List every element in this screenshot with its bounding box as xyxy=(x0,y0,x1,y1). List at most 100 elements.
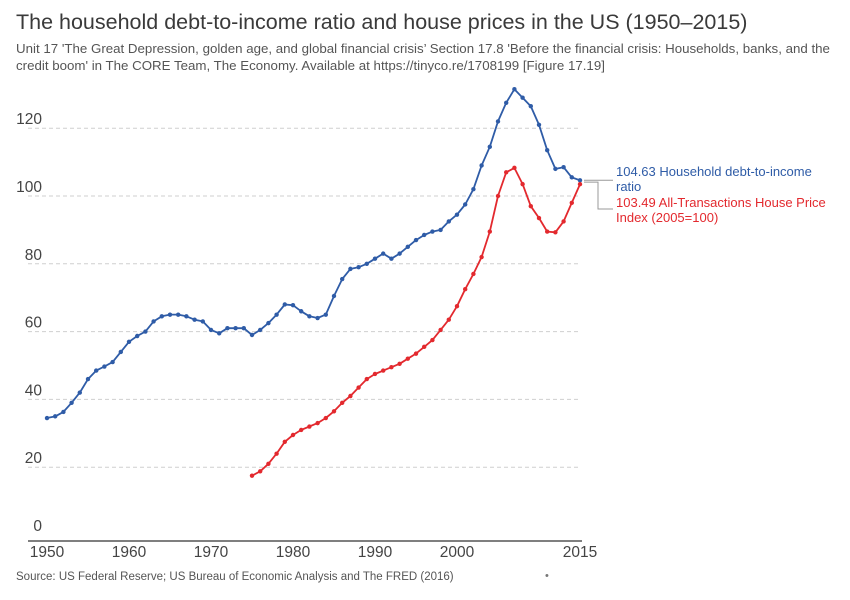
data-point xyxy=(512,165,517,171)
data-point xyxy=(208,327,214,333)
data-point xyxy=(504,170,509,175)
data-point xyxy=(77,390,83,395)
data-point xyxy=(356,264,361,270)
data-point xyxy=(463,287,468,292)
series-line xyxy=(46,88,581,419)
source-note: Source: US Federal Reserve; US Bureau of… xyxy=(16,571,454,583)
data-point xyxy=(274,451,279,456)
data-point xyxy=(545,148,550,153)
data-point xyxy=(307,424,312,429)
data-point xyxy=(282,302,287,307)
data-point xyxy=(454,303,460,309)
data-point xyxy=(135,333,140,339)
data-point xyxy=(487,144,492,150)
data-point xyxy=(512,87,517,92)
data-point xyxy=(438,327,443,333)
x-tick-label: 2015 xyxy=(563,544,597,561)
data-point xyxy=(430,229,435,234)
data-point xyxy=(389,256,394,261)
data-point xyxy=(495,193,501,199)
y-tick-label: 120 xyxy=(16,111,42,128)
data-point xyxy=(340,276,345,282)
data-point xyxy=(569,175,574,180)
data-point xyxy=(61,409,66,415)
data-point xyxy=(422,232,427,238)
data-point xyxy=(290,432,296,438)
data-point xyxy=(430,337,435,343)
data-point xyxy=(438,227,443,233)
data-point xyxy=(85,376,91,382)
data-point xyxy=(340,400,345,405)
end-label-house-price-index: 103.49 All-Transactions House Price Index… xyxy=(616,195,826,225)
data-point xyxy=(315,420,320,426)
data-point xyxy=(290,302,296,308)
data-point xyxy=(413,351,419,356)
gridlines xyxy=(28,127,580,468)
data-point xyxy=(545,229,550,234)
x-tick-label: 1970 xyxy=(194,544,229,561)
data-point xyxy=(143,329,148,334)
data-point xyxy=(381,251,386,256)
data-point xyxy=(167,312,173,317)
y-tick-label: 60 xyxy=(25,315,43,332)
data-point xyxy=(504,100,509,105)
data-point xyxy=(258,327,263,333)
data-point xyxy=(118,349,124,355)
y-tick-label: 40 xyxy=(25,382,43,399)
y-tick-label: 20 xyxy=(25,450,43,467)
end-label-debt-to-income: 104.63 Household debt-to-income ratio xyxy=(616,164,812,194)
data-point xyxy=(413,237,419,243)
data-point xyxy=(463,202,468,207)
data-point xyxy=(323,312,328,317)
data-point xyxy=(397,361,402,367)
data-point xyxy=(249,332,255,338)
data-point xyxy=(577,181,583,187)
data-point xyxy=(372,371,378,377)
x-tick-labels: 1950 1960 1970 1980 1990 2000 2015 xyxy=(30,544,597,561)
data-point xyxy=(389,364,394,370)
x-tick-label: 1960 xyxy=(112,544,147,561)
data-point xyxy=(479,163,484,168)
x-tick-label: 1990 xyxy=(358,544,393,561)
footer-dot: • xyxy=(545,570,549,582)
data-point xyxy=(487,229,492,234)
data-point xyxy=(282,439,287,444)
data-point xyxy=(348,266,353,272)
series-layer xyxy=(44,87,583,478)
data-point xyxy=(274,312,279,317)
data-point xyxy=(528,203,533,209)
data-point xyxy=(94,368,99,373)
data-point xyxy=(44,415,50,421)
data-point xyxy=(422,344,427,350)
data-point xyxy=(405,244,410,250)
data-point xyxy=(102,364,107,369)
y-tick-label: 100 xyxy=(16,179,42,196)
data-point xyxy=(446,317,451,322)
data-point xyxy=(266,461,271,467)
y-tick-label: 80 xyxy=(25,247,43,264)
data-point xyxy=(553,230,558,235)
x-tick-label: 2000 xyxy=(440,544,475,561)
data-point xyxy=(356,385,361,390)
data-point xyxy=(151,319,156,324)
data-point xyxy=(126,339,132,344)
data-point xyxy=(331,293,337,299)
data-point xyxy=(528,103,533,109)
chart-title: The household debt-to-income ratio and h… xyxy=(16,10,748,34)
data-point xyxy=(110,359,115,365)
data-point xyxy=(192,317,197,322)
data-point xyxy=(299,309,304,314)
data-point xyxy=(520,181,525,187)
data-point xyxy=(520,95,525,100)
data-point xyxy=(233,326,238,331)
end-labels: 104.63 Household debt-to-income ratio103.… xyxy=(584,164,826,225)
data-point xyxy=(225,326,230,331)
x-tick-label: 1980 xyxy=(276,544,311,561)
data-point xyxy=(200,319,205,324)
data-point xyxy=(217,331,222,336)
data-point xyxy=(331,409,337,414)
data-point xyxy=(561,219,566,224)
data-point xyxy=(536,122,542,128)
y-tick-label: 0 xyxy=(33,518,42,535)
